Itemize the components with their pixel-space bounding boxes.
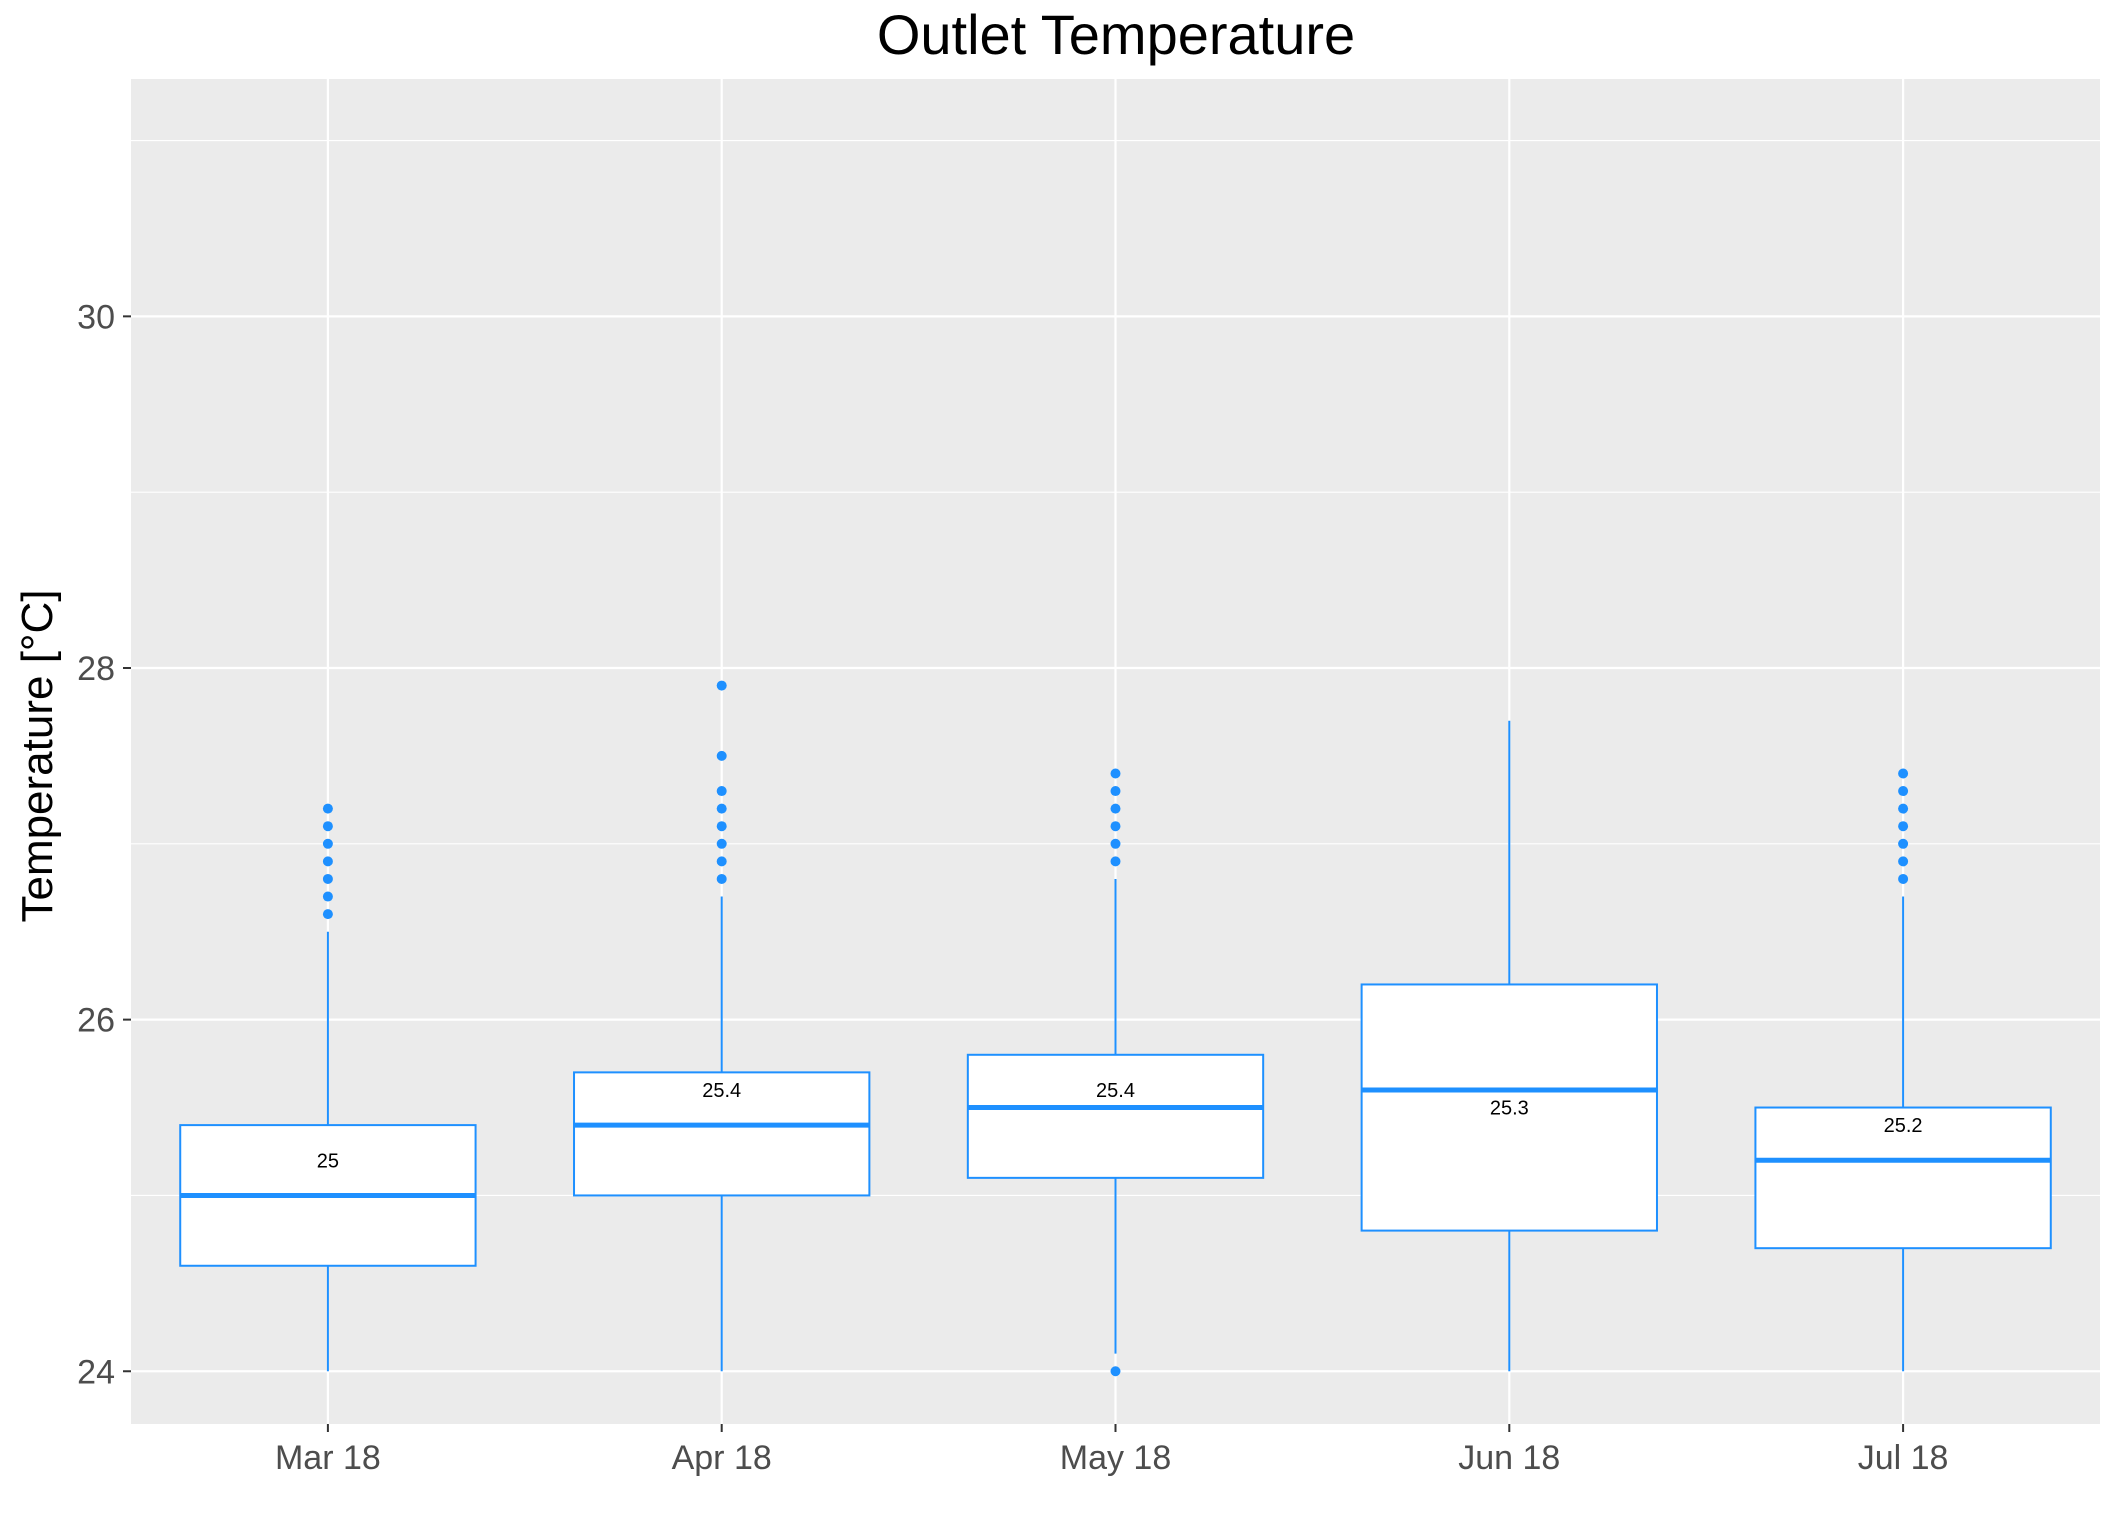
x-tick-label: May 18 (1060, 1439, 1172, 1477)
outlier-point (1110, 1366, 1121, 1377)
chart-title: Outlet Temperature (877, 3, 1355, 66)
outlier-point (1898, 856, 1909, 867)
outlier-point (322, 856, 333, 867)
outlier-point (1898, 768, 1909, 779)
y-tick-label: 28 (77, 650, 115, 688)
y-tick-label: 30 (77, 298, 115, 336)
box-group: 25.4 (966, 768, 1265, 1377)
outlier-point (1110, 821, 1121, 832)
y-axis-title: Temperature [°C] (13, 589, 62, 922)
outlier-point (1110, 856, 1121, 867)
x-tick-label: Mar 18 (275, 1439, 381, 1477)
box-layer: 25 25.4 25.4 25.3 25.2 (179, 680, 2052, 1377)
outlier-point (716, 873, 727, 884)
mean-label: 25.4 (1096, 1080, 1135, 1102)
y-tick-label: 26 (77, 1002, 115, 1040)
outlier-point (716, 803, 727, 814)
outlier-point (322, 821, 333, 832)
outlier-point (1110, 803, 1121, 814)
box-group: 25.4 (573, 680, 871, 1372)
outlier-point (716, 838, 727, 849)
x-tick-label: Jul 18 (1858, 1439, 1949, 1477)
box-group: 25.3 (1360, 720, 1658, 1372)
box-group: 25.2 (1754, 768, 2052, 1372)
box-iqr (1754, 1106, 2052, 1250)
outlier-point (716, 786, 727, 797)
outlier-point (322, 838, 333, 849)
outlier-point (322, 803, 333, 814)
outlier-point (1110, 786, 1121, 797)
outlier-point (322, 891, 333, 902)
mean-label: 25.4 (702, 1080, 741, 1102)
outlier-point (716, 750, 727, 761)
outlier-point (1898, 803, 1909, 814)
y-tick-label: 24 (77, 1353, 115, 1391)
box-iqr (966, 1053, 1265, 1179)
outlier-point (1898, 838, 1909, 849)
mean-label: 25.2 (1884, 1115, 1923, 1137)
box-group: 25 (179, 803, 477, 1372)
outlier-point (1898, 821, 1909, 832)
x-tick-label: Apr 18 (672, 1439, 772, 1477)
outlier-point (716, 856, 727, 867)
outlier-point (322, 873, 333, 884)
outlier-point (1110, 838, 1121, 849)
mean-label: 25 (317, 1150, 339, 1172)
outlier-point (322, 909, 333, 920)
mean-label: 25.3 (1490, 1098, 1529, 1120)
x-tick-label: Jun 18 (1458, 1439, 1560, 1477)
outlier-point (716, 821, 727, 832)
outlier-point (1898, 873, 1909, 884)
box-iqr (1360, 983, 1658, 1232)
outlier-point (1110, 768, 1121, 779)
outlier-point (1898, 786, 1909, 797)
outlier-point (716, 680, 727, 691)
tick-layer: 24 26 28 30 Mar 18 Apr 18 May 18 Jun 18 Jul 18 (77, 298, 1948, 1477)
box-iqr (573, 1071, 871, 1197)
